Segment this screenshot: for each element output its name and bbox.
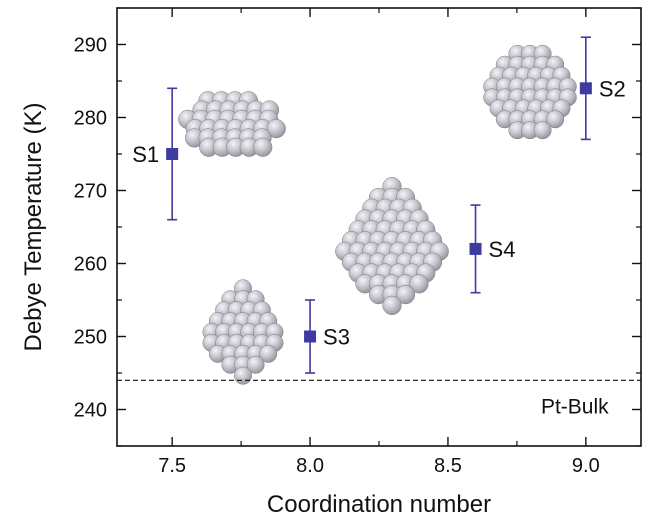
atom xyxy=(253,137,273,157)
data-point-s1: S1 xyxy=(132,87,179,221)
axis-ticks xyxy=(117,7,641,447)
cluster-s1-image xyxy=(178,91,286,157)
cluster-s3-image xyxy=(202,279,284,385)
point-label: S3 xyxy=(323,325,350,350)
atom xyxy=(533,121,552,140)
atom xyxy=(259,344,278,363)
tick-labels: 7.5 8.0 8.5 9.0 240 250 260 270 280 290 xyxy=(74,35,600,478)
y-tick-label: 250 xyxy=(74,327,107,349)
point-label: S2 xyxy=(599,76,626,101)
point-label: S4 xyxy=(489,237,516,262)
data-point-s3: S3 xyxy=(304,299,350,374)
atom xyxy=(382,295,402,315)
y-tick-label: 280 xyxy=(74,108,107,130)
data-point-s2: S2 xyxy=(579,36,626,141)
atom xyxy=(546,110,565,129)
marker xyxy=(579,82,592,95)
atom xyxy=(246,355,265,374)
x-tick-label: 9.0 xyxy=(572,455,600,477)
atom xyxy=(409,274,429,294)
data-points: S1 S2 S3 S4 xyxy=(132,36,626,374)
point-label: S1 xyxy=(132,142,159,167)
x-tick-label: 8.5 xyxy=(434,455,462,477)
x-tick-label: 8.0 xyxy=(296,455,324,477)
cluster-s4-image xyxy=(335,177,449,315)
atom xyxy=(234,366,252,385)
atom xyxy=(395,285,416,305)
atom xyxy=(266,119,286,139)
marker xyxy=(469,242,482,255)
x-tick-label: 7.5 xyxy=(158,455,186,477)
y-tick-label: 290 xyxy=(74,35,107,57)
pt-bulk-label: Pt-Bulk xyxy=(541,395,609,418)
x-axis-title: Coordination number xyxy=(267,491,491,518)
marker xyxy=(166,148,179,160)
y-tick-label: 270 xyxy=(74,181,107,203)
cluster-s2-image xyxy=(483,44,577,140)
data-point-s4: S4 xyxy=(469,204,516,294)
y-tick-label: 260 xyxy=(74,254,107,276)
cluster-images xyxy=(178,44,577,385)
y-tick-label: 240 xyxy=(74,400,107,422)
marker xyxy=(304,330,317,343)
y-axis-title: Debye Temperature (K) xyxy=(20,103,47,352)
